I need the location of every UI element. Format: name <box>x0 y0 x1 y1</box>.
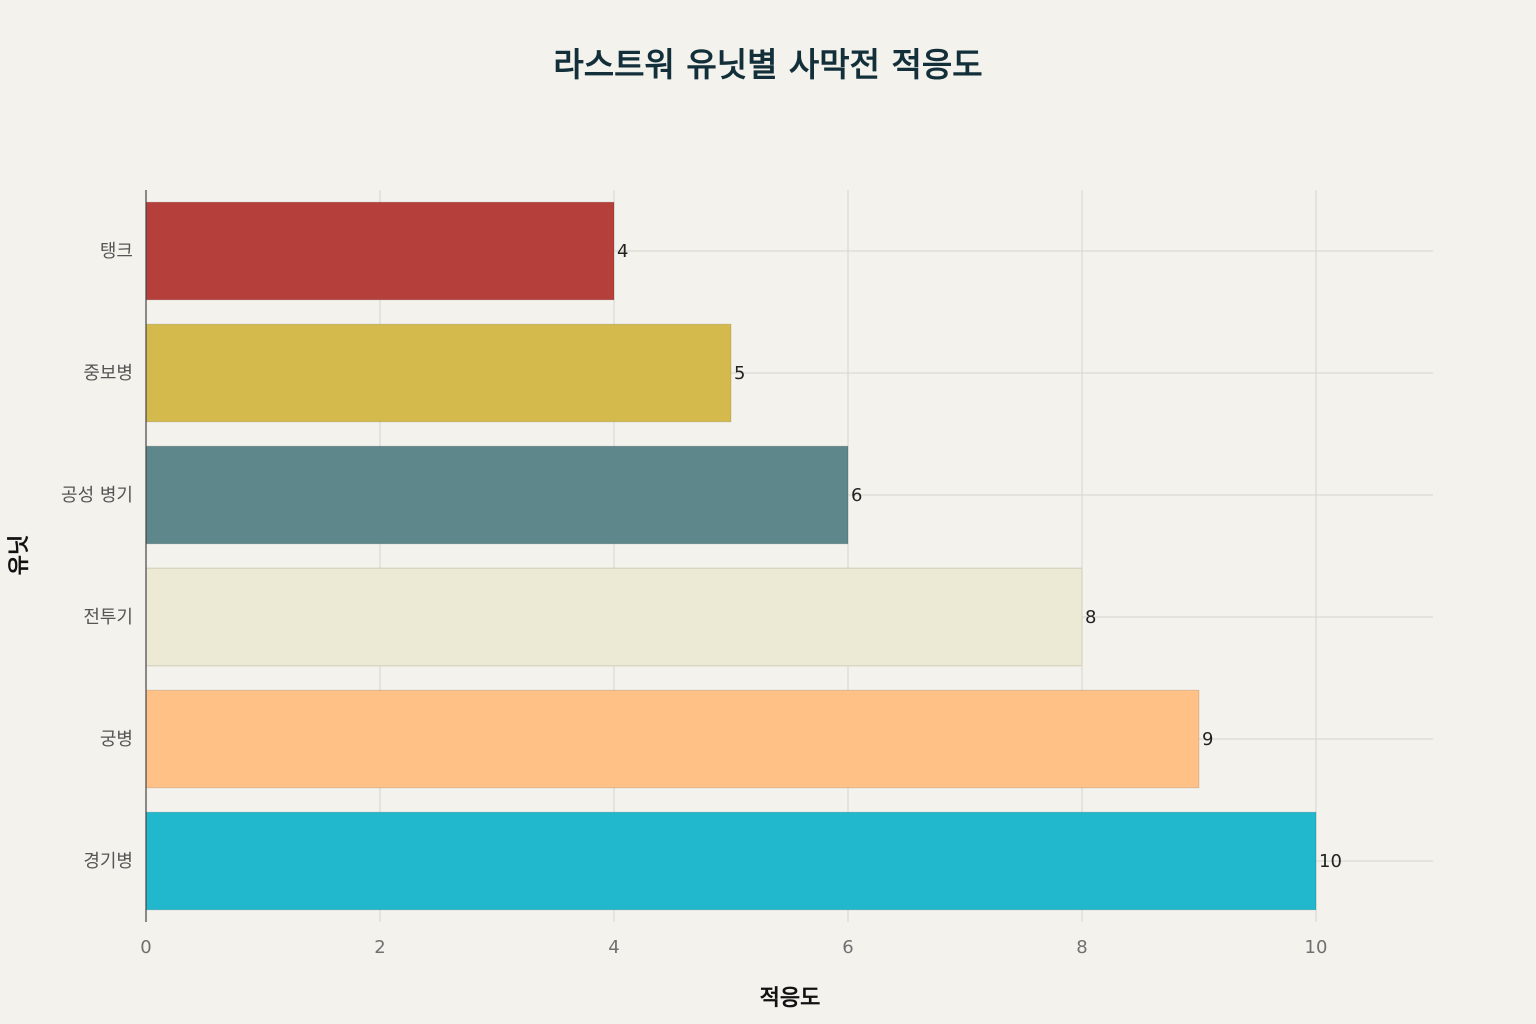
bar-6 <box>145 811 1317 911</box>
data-label: 5 <box>734 363 745 384</box>
data-label: 6 <box>851 485 862 506</box>
bar-1 <box>145 201 615 301</box>
x-tick-label: 8 <box>1076 937 1087 958</box>
bar-4 <box>145 567 1083 667</box>
category-label: 탱크 <box>100 241 133 262</box>
data-label: 4 <box>617 241 628 262</box>
labels: 0 2 4 6 8 10 탱크 4 중보병 5 공성 병기 6 전투기 8 궁병 9 경기병 10 <box>61 241 1342 958</box>
x-axis-title: 적응도 <box>760 986 821 1011</box>
category-label: 공성 병기 <box>61 485 133 506</box>
x-tick-label: 4 <box>608 937 619 958</box>
bars <box>145 201 1317 911</box>
category-label: 전투기 <box>83 607 133 628</box>
data-label: 9 <box>1202 729 1213 750</box>
bar-3 <box>145 445 849 545</box>
data-label: 8 <box>1085 607 1096 628</box>
x-tick-label: 2 <box>374 937 385 958</box>
x-tick-label: 0 <box>140 937 151 958</box>
y-axis-title: 유닛 <box>7 535 32 575</box>
category-label: 경기병 <box>83 851 133 872</box>
x-tick-label: 10 <box>1305 937 1328 958</box>
x-tick-label: 6 <box>842 937 853 958</box>
data-label: 10 <box>1319 851 1342 872</box>
chart-title: 라스트워 유닛별 사막전 적응도 <box>553 45 983 84</box>
category-label: 중보병 <box>83 363 133 384</box>
category-label: 궁병 <box>100 729 133 750</box>
bar-2 <box>145 323 732 423</box>
bar-5 <box>145 689 1200 789</box>
